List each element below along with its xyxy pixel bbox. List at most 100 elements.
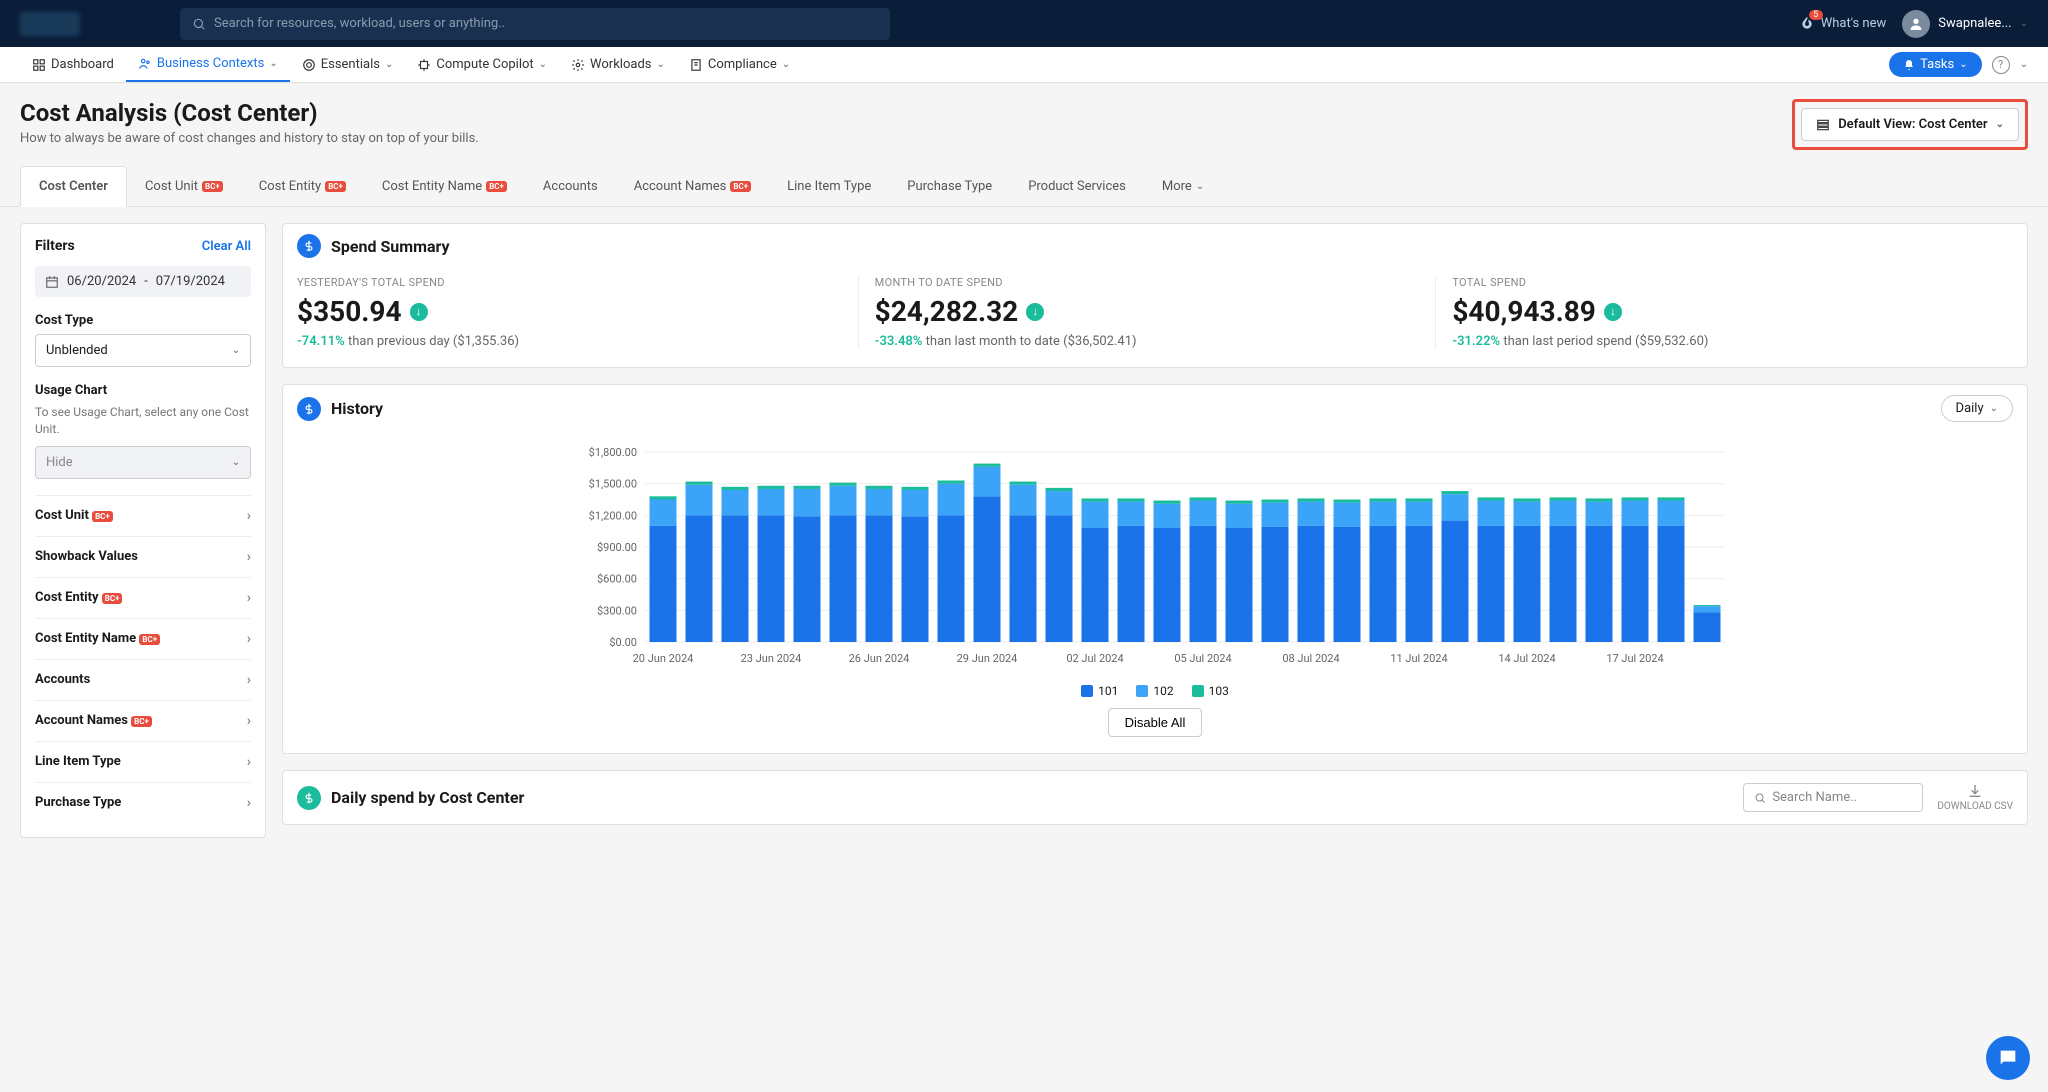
tab-more[interactable]: More⌄ (1144, 167, 1222, 206)
search-name-input[interactable]: Search Name.. (1743, 783, 1923, 812)
svg-text:23 Jun 2024: 23 Jun 2024 (741, 652, 802, 665)
chevron-down-icon: ⌄ (1996, 119, 2004, 130)
chevron-down-icon: ⌄ (2020, 59, 2028, 70)
date-range-picker[interactable]: 06/20/2024 - 07/19/2024 (35, 266, 251, 297)
tab-purchase-type[interactable]: Purchase Type (889, 167, 1010, 206)
chevron-right-icon: › (247, 672, 251, 688)
filter-label: Line Item Type (35, 754, 121, 769)
clear-all-button[interactable]: Clear All (202, 239, 251, 254)
tab-account-names[interactable]: Account NamesBC+ (616, 167, 769, 206)
history-title: History (331, 399, 383, 418)
usage-chart-value: Hide (46, 455, 73, 470)
search-input[interactable]: Search for resources, workload, users or… (180, 8, 890, 40)
tab-product-services[interactable]: Product Services (1010, 167, 1144, 206)
filter-cost-unit[interactable]: Cost Unit BC+› (35, 495, 251, 536)
chevron-down-icon: ⌄ (1990, 403, 1998, 414)
summary-delta: -74.11% than previous day ($1,355.36) (297, 334, 842, 349)
gear-icon (571, 58, 585, 72)
chat-fab[interactable] (1986, 1036, 2030, 1080)
nav-compute-copilot[interactable]: Compute Copilot ⌄ (405, 47, 559, 82)
filter-purchase-type[interactable]: Purchase Type› (35, 782, 251, 823)
tab-accounts[interactable]: Accounts (525, 167, 616, 206)
filter-showback-values[interactable]: Showback Values› (35, 536, 251, 577)
summary-label: YESTERDAY'S TOTAL SPEND (297, 276, 842, 289)
date-sep: - (144, 274, 148, 289)
tab-label: Product Services (1028, 179, 1126, 194)
svg-text:$1,200.00: $1,200.00 (589, 509, 637, 522)
tab-cost-center[interactable]: Cost Center (20, 166, 127, 207)
new-badge: BC+ (486, 181, 507, 192)
chevron-down-icon: ⌄ (656, 59, 664, 70)
summary-value: $40,943.89↓ (1452, 295, 1997, 328)
tab-cost-entity-name[interactable]: Cost Entity NameBC+ (364, 167, 525, 206)
history-chart: $0.00$300.00$600.00$900.00$1,200.00$1,50… (297, 442, 2013, 672)
whats-new-button[interactable]: 5 What's new (1799, 16, 1887, 32)
tab-cost-entity[interactable]: Cost EntityBC+ (241, 167, 364, 206)
filter-line-item-type[interactable]: Line Item Type› (35, 741, 251, 782)
svg-text:02 Jul 2024: 02 Jul 2024 (1066, 652, 1123, 665)
new-badge: BC+ (325, 181, 346, 192)
usage-chart-label: Usage Chart (35, 383, 251, 398)
tab-label: Cost Center (39, 179, 108, 194)
nav-workloads[interactable]: Workloads ⌄ (559, 47, 677, 82)
chart-legend: 101 102 103 (297, 684, 2013, 698)
filter-account-names[interactable]: Account Names BC+› (35, 700, 251, 741)
cost-type-label: Cost Type (35, 313, 251, 328)
nav-essentials[interactable]: Essentials ⌄ (290, 47, 406, 82)
new-badge: BC+ (102, 593, 123, 604)
dollar-icon (297, 397, 321, 421)
svg-text:$900.00: $900.00 (597, 541, 637, 554)
nav-workloads-label: Workloads (590, 57, 651, 72)
user-menu[interactable]: Swapnalee... ⌄ (1902, 10, 2028, 38)
new-badge: BC+ (730, 181, 751, 192)
logo (20, 12, 80, 36)
down-arrow-icon: ↓ (410, 303, 428, 321)
legend-label: 102 (1153, 684, 1173, 698)
search-icon (192, 17, 206, 31)
legend-item[interactable]: 103 (1192, 684, 1229, 698)
nav-business-contexts[interactable]: Business Contexts ⌄ (126, 47, 290, 82)
nav-compute-label: Compute Copilot (436, 57, 533, 72)
filter-label: Account Names BC+ (35, 713, 152, 728)
cost-type-select[interactable]: Unblended ⌄ (35, 334, 251, 367)
frequency-dropdown[interactable]: Daily ⌄ (1941, 395, 2013, 422)
tasks-button[interactable]: Tasks ⌄ (1889, 52, 1982, 77)
new-badge: BC+ (92, 511, 113, 522)
filter-accounts[interactable]: Accounts› (35, 659, 251, 700)
tab-line-item-type[interactable]: Line Item Type (769, 167, 889, 206)
nav-compliance-label: Compliance (708, 57, 777, 72)
chevron-down-icon: ⌄ (232, 345, 240, 356)
filter-cost-entity[interactable]: Cost Entity BC+› (35, 577, 251, 618)
summary-delta: -33.48% than last month to date ($36,502… (875, 334, 1420, 349)
svg-text:20 Jun 2024: 20 Jun 2024 (633, 652, 694, 665)
chevron-down-icon: ⌄ (1196, 181, 1204, 192)
filter-cost-entity-name[interactable]: Cost Entity Name BC+› (35, 618, 251, 659)
filter-label: Cost Entity BC+ (35, 590, 122, 605)
nav-dashboard[interactable]: Dashboard (20, 47, 126, 82)
search-wrap: Search for resources, workload, users or… (180, 8, 890, 40)
page-subtitle: How to always be aware of cost changes a… (20, 131, 479, 146)
whats-new-badge: 5 (1809, 10, 1823, 20)
default-view-dropdown[interactable]: Default View: Cost Center ⌄ (1801, 108, 2019, 141)
usage-chart-select: Hide ⌄ (35, 446, 251, 479)
topbar: Search for resources, workload, users or… (0, 0, 2048, 47)
filter-label: Cost Unit BC+ (35, 508, 113, 523)
legend-item[interactable]: 102 (1136, 684, 1173, 698)
cost-type-value: Unblended (46, 343, 108, 358)
chat-icon (1997, 1047, 2019, 1069)
legend-label: 103 (1209, 684, 1229, 698)
nav-compliance[interactable]: Compliance ⌄ (677, 47, 802, 82)
legend-swatch (1192, 685, 1204, 697)
disable-all-button[interactable]: Disable All (1108, 708, 1203, 737)
svg-text:14 Jul 2024: 14 Jul 2024 (1498, 652, 1555, 665)
download-csv-button[interactable]: DOWNLOAD CSV (1937, 783, 2013, 812)
down-arrow-icon: ↓ (1026, 303, 1044, 321)
help-button[interactable]: ? (1992, 56, 2010, 74)
legend-item[interactable]: 101 (1081, 684, 1118, 698)
summary-value: $24,282.32↓ (875, 295, 1420, 328)
doc-icon (689, 58, 703, 72)
tasks-label: Tasks (1920, 57, 1954, 72)
tab-cost-unit[interactable]: Cost UnitBC+ (127, 167, 241, 206)
date-from: 06/20/2024 (67, 274, 136, 289)
tab-label: Line Item Type (787, 179, 871, 194)
